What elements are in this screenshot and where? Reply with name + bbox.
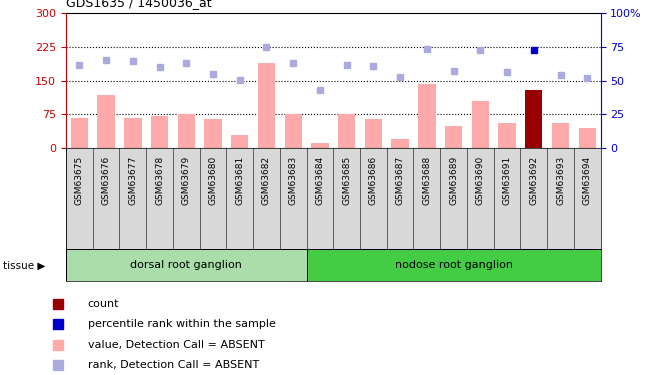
Text: tissue ▶: tissue ▶: [3, 260, 46, 270]
Text: GSM63689: GSM63689: [449, 156, 458, 206]
Bar: [418, 84, 436, 148]
Bar: [231, 135, 248, 148]
Bar: [151, 116, 168, 148]
Bar: [71, 117, 88, 148]
Text: GSM63683: GSM63683: [288, 156, 298, 206]
Bar: [66, 249, 307, 281]
Text: GSM63685: GSM63685: [342, 156, 351, 206]
Bar: [472, 101, 489, 148]
Bar: [98, 95, 115, 148]
Text: GSM63691: GSM63691: [502, 156, 512, 206]
Bar: [284, 114, 302, 148]
Bar: [365, 119, 382, 148]
Bar: [338, 114, 355, 148]
Text: GSM63694: GSM63694: [583, 156, 592, 206]
Text: GSM63682: GSM63682: [262, 156, 271, 206]
Text: GSM63688: GSM63688: [422, 156, 432, 206]
Text: GSM63687: GSM63687: [395, 156, 405, 206]
Bar: [552, 123, 569, 148]
Text: value, Detection Call = ABSENT: value, Detection Call = ABSENT: [88, 340, 265, 350]
Bar: [498, 123, 515, 148]
Text: rank, Detection Call = ABSENT: rank, Detection Call = ABSENT: [88, 360, 259, 370]
Bar: [124, 117, 141, 148]
Text: GSM63679: GSM63679: [182, 156, 191, 206]
Bar: [391, 139, 409, 148]
Text: dorsal root ganglion: dorsal root ganglion: [130, 260, 242, 270]
Bar: [579, 128, 596, 148]
Text: GSM63680: GSM63680: [209, 156, 218, 206]
Text: GSM63686: GSM63686: [369, 156, 378, 206]
Text: GSM63676: GSM63676: [102, 156, 111, 206]
Text: percentile rank within the sample: percentile rank within the sample: [88, 319, 276, 329]
Bar: [312, 143, 329, 148]
Text: GSM63677: GSM63677: [128, 156, 137, 206]
Text: GDS1635 / 1450036_at: GDS1635 / 1450036_at: [66, 0, 212, 9]
Text: GSM63684: GSM63684: [315, 156, 325, 206]
Bar: [205, 119, 222, 148]
Text: GSM63675: GSM63675: [75, 156, 84, 206]
Text: GSM63678: GSM63678: [155, 156, 164, 206]
Bar: [258, 63, 275, 148]
Bar: [178, 114, 195, 148]
Bar: [307, 249, 601, 281]
Text: GSM63690: GSM63690: [476, 156, 485, 206]
Text: GSM63692: GSM63692: [529, 156, 539, 206]
Bar: [525, 90, 543, 148]
Text: GSM63693: GSM63693: [556, 156, 565, 206]
Text: GSM63681: GSM63681: [235, 156, 244, 206]
Text: count: count: [88, 298, 119, 309]
Text: nodose root ganglion: nodose root ganglion: [395, 260, 513, 270]
Bar: [445, 126, 462, 148]
